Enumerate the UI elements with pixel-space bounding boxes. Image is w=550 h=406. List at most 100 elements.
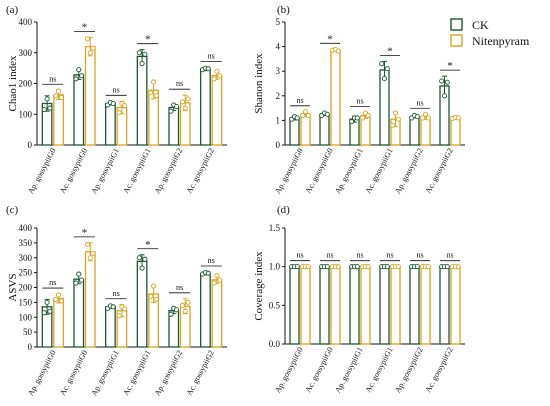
data-point — [455, 264, 461, 270]
data-point — [56, 88, 62, 94]
data-point — [76, 67, 82, 73]
x-tick-label: Ac. gossypiiG0 — [58, 147, 89, 195]
x-tick-label: Ap. gossypiiG2 — [153, 147, 185, 196]
data-point — [73, 280, 79, 286]
x-tick-label: Ap. gossypiiG2 — [393, 147, 425, 196]
data-point — [139, 60, 145, 67]
significance-label: ns — [113, 289, 120, 298]
x-tick-label: Ac. gossypiiG0 — [303, 346, 334, 394]
data-point — [53, 93, 59, 99]
bar-nitenpyram — [53, 297, 64, 348]
data-point — [455, 115, 461, 121]
data-point — [90, 250, 96, 256]
bar-nitenpyram — [84, 45, 96, 146]
data-point — [439, 78, 445, 84]
significance-label: ns — [113, 85, 120, 94]
data-point — [384, 66, 390, 72]
x-tick-label: Ac. gossypiiG2 — [423, 147, 454, 195]
bar-ck — [439, 266, 450, 345]
x-tick-label: Ac. gossypiiG2 — [423, 346, 454, 394]
x-tick-label: Ap. gossypiiG0 — [273, 346, 305, 395]
y-tick-label: 100 — [19, 312, 33, 322]
data-point — [217, 277, 223, 283]
bar-nitenpyram — [450, 117, 461, 146]
y-tick-label: 1.5 — [269, 223, 281, 233]
significance-label: * — [82, 227, 88, 239]
bar-ck — [105, 102, 116, 146]
data-point — [179, 302, 185, 308]
data-point — [395, 116, 401, 122]
data-point — [53, 296, 59, 302]
y-tick-label: 4 — [276, 42, 281, 52]
x-tick-label: Ap. gossypiiG1 — [89, 147, 121, 196]
x-tick-label: Ac. gossypiiG1 — [363, 346, 394, 394]
data-point — [44, 299, 50, 305]
data-point — [122, 306, 128, 312]
y-tick-label: 400 — [19, 223, 33, 233]
data-point — [44, 96, 50, 102]
data-point — [444, 264, 450, 270]
data-point — [217, 73, 223, 79]
legend-swatch-nitenpyram — [450, 34, 463, 47]
bar-nitenpyram — [420, 266, 431, 345]
panel-c: (c) ASVS 0 50 100 150 200 250 300 350 400 ns Ap. gos… — [6, 204, 227, 397]
y-tick-label: 400 — [19, 17, 33, 27]
significance-label: ns — [416, 98, 423, 107]
data-point — [302, 109, 309, 115]
significance-label: * — [145, 34, 151, 46]
data-point — [211, 280, 217, 286]
data-point — [173, 104, 180, 110]
bar-ck — [409, 116, 420, 146]
significance-label: ns — [386, 251, 393, 260]
data-point — [360, 115, 366, 121]
bar-ck — [349, 266, 360, 345]
significance-label: ns — [49, 278, 56, 287]
y-tick-label: 1 — [276, 115, 281, 125]
y-tick-label: 0 — [276, 140, 281, 150]
data-point — [136, 255, 142, 261]
data-point — [148, 90, 154, 96]
significance-label: ns — [208, 52, 215, 61]
x-tick-label: Ac. gossypiiG1 — [121, 147, 152, 195]
y-tick-label: 200 — [19, 79, 33, 89]
x-tick-label: Ac. gossypiiG2 — [185, 349, 216, 397]
data-point — [414, 264, 420, 270]
data-point — [136, 50, 142, 56]
bar-nitenpyram — [300, 266, 311, 345]
bar-nitenpyram — [84, 251, 96, 348]
data-point — [87, 50, 93, 56]
panel-label: (c) — [6, 204, 19, 216]
y-tick-label: 5 — [276, 17, 281, 27]
bar-ck — [319, 113, 330, 146]
data-point — [381, 76, 388, 82]
data-point — [354, 264, 360, 270]
panel-label: (b) — [277, 4, 290, 16]
y-tick-label: 300 — [19, 48, 33, 58]
data-point — [425, 115, 431, 121]
data-point — [110, 100, 116, 107]
data-point — [47, 308, 53, 314]
data-point — [324, 111, 330, 117]
y-tick-label: 50 — [23, 327, 33, 337]
data-point — [90, 45, 96, 51]
data-point — [365, 264, 371, 270]
legend-label-ck: CK — [472, 18, 489, 32]
significance-label: ns — [208, 256, 215, 265]
data-point — [335, 264, 341, 270]
data-point — [84, 241, 90, 247]
y-tick-label: 250 — [19, 268, 33, 278]
data-point — [151, 283, 157, 289]
significance-label: * — [447, 60, 453, 72]
data-point — [84, 36, 90, 42]
data-point — [110, 304, 116, 310]
significance-label: * — [387, 45, 393, 57]
y-tick-label: 0.5 — [269, 300, 281, 310]
data-point — [142, 256, 148, 262]
bar-nitenpyram — [390, 266, 401, 345]
bar-nitenpyram — [450, 266, 461, 345]
data-point — [76, 271, 82, 277]
significance-label: ns — [49, 74, 56, 83]
x-tick-label: Ap. gossypiiG0 — [26, 147, 58, 196]
data-point — [41, 107, 47, 113]
data-point — [116, 313, 122, 319]
